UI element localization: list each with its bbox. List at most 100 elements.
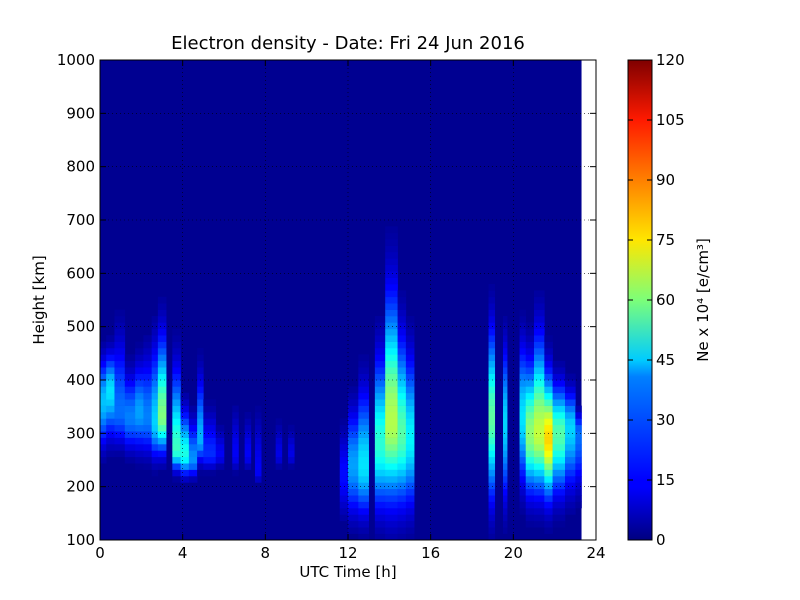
- heatmap-cell: [519, 360, 527, 368]
- heatmap-cell: [525, 322, 535, 330]
- heatmap-cell: [197, 405, 204, 413]
- heatmap-cell: [114, 335, 126, 342]
- colorbar-tick-label: 45: [656, 351, 675, 369]
- heatmap-cell: [385, 424, 398, 432]
- heatmap-cell: [385, 303, 398, 310]
- heatmap-cell: [488, 367, 496, 374]
- heatmap-cell: [374, 520, 386, 528]
- heatmap-cell: [519, 354, 527, 362]
- heatmap-cell: [397, 476, 407, 483]
- heatmap-cell: [525, 424, 535, 432]
- heatmap-cell: [397, 290, 407, 298]
- heatmap-cell: [232, 412, 239, 419]
- heatmap-cell: [106, 412, 115, 419]
- heatmap-column: [232, 405, 239, 477]
- heatmap-cell: [519, 431, 527, 438]
- heatmap-cell: [385, 258, 398, 266]
- heatmap-cell: [358, 482, 369, 490]
- heatmap-cell: [552, 469, 566, 477]
- heatmap-column: [534, 290, 545, 528]
- heatmap-column: [151, 316, 159, 477]
- heatmap-cell: [197, 386, 204, 394]
- heatmap-cell: [172, 418, 181, 426]
- heatmap-cell: [358, 373, 369, 381]
- heatmap-cell: [488, 488, 496, 496]
- heatmap-cell: [397, 495, 407, 502]
- heatmap-cell: [374, 360, 386, 368]
- heatmap-cell: [143, 412, 152, 419]
- heatmap-cell: [534, 456, 545, 464]
- heatmap-cell: [405, 399, 415, 406]
- heatmap-cell: [397, 463, 407, 470]
- heatmap-cell: [374, 412, 386, 419]
- heatmap-cell: [385, 456, 398, 464]
- heatmap-cell: [374, 328, 386, 336]
- y-tick-label: 400: [66, 371, 95, 389]
- y-tick-label: 800: [66, 158, 95, 176]
- heatmap-column: [106, 335, 115, 458]
- heatmap-cell: [157, 386, 167, 394]
- heatmap-cell: [151, 399, 159, 406]
- heatmap-cell: [374, 514, 386, 522]
- heatmap-cell: [151, 380, 159, 387]
- heatmap-cell: [232, 431, 239, 438]
- heatmap-cell: [525, 392, 535, 400]
- heatmap-cell: [143, 386, 152, 394]
- heatmap-cell: [488, 444, 496, 451]
- heatmap-cell: [525, 437, 535, 445]
- heatmap-cell: [339, 431, 349, 438]
- heatmap-cell: [339, 444, 349, 451]
- heatmap-cell: [525, 412, 535, 419]
- x-tick-label: 8: [261, 544, 271, 562]
- heatmap-cell: [397, 533, 407, 540]
- heatmap-column: [255, 405, 262, 483]
- heatmap-cell: [348, 405, 359, 413]
- heatmap-column: [503, 316, 508, 534]
- heatmap-cell: [143, 418, 152, 426]
- heatmap-cell: [397, 309, 407, 317]
- heatmap-column: [157, 296, 167, 470]
- heatmap-cell: [575, 495, 582, 502]
- heatmap-cell: [397, 514, 407, 522]
- heatmap-cell: [565, 386, 576, 394]
- heatmap-cell: [348, 437, 359, 445]
- heatmap-cell: [525, 488, 535, 496]
- heatmap-cell: [348, 482, 359, 490]
- heatmap-cell: [519, 405, 527, 413]
- heatmap-cell: [534, 501, 545, 509]
- heatmap-cell: [552, 495, 566, 502]
- heatmap-cell: [544, 527, 553, 534]
- heatmap-cell: [275, 424, 283, 432]
- heatmap-cell: [405, 520, 415, 528]
- heatmap-cell: [544, 437, 553, 445]
- heatmap-cell: [197, 424, 204, 432]
- heatmap-cell: [525, 501, 535, 509]
- heatmap-cell: [244, 463, 252, 470]
- x-axis-label: UTC Time [h]: [299, 563, 396, 581]
- heatmap-cell: [534, 520, 545, 528]
- heatmap-cell: [203, 405, 217, 413]
- heatmap-cell: [534, 482, 545, 490]
- heatmap-cell: [544, 514, 553, 522]
- heatmap-cell: [358, 520, 369, 528]
- heatmap-cell: [143, 463, 152, 470]
- heatmap-cell: [525, 456, 535, 464]
- heatmap-cell: [100, 367, 107, 374]
- heatmap-cell: [503, 335, 508, 342]
- heatmap-cell: [525, 367, 535, 374]
- heatmap-cell: [519, 348, 527, 355]
- heatmap-cell: [397, 469, 407, 477]
- heatmap-cell: [348, 501, 359, 509]
- heatmap-cell: [385, 380, 398, 387]
- heatmap-cell: [157, 348, 167, 355]
- heatmap-cell: [552, 488, 566, 496]
- heatmap-cell: [575, 418, 582, 426]
- heatmap-cell: [348, 392, 359, 400]
- heatmap-cell: [488, 527, 496, 534]
- heatmap-cell: [503, 431, 508, 438]
- heatmap-cell: [519, 476, 527, 483]
- heatmap-cell: [135, 405, 144, 413]
- heatmap-cell: [405, 444, 415, 451]
- heatmap-cell: [525, 354, 535, 362]
- heatmap-cell: [348, 488, 359, 496]
